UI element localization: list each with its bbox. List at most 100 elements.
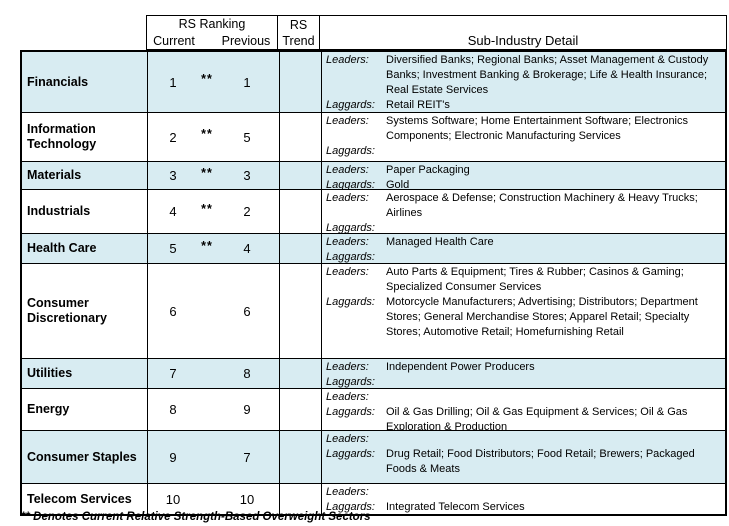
rs-ranking-cell: 4 ** 2 <box>148 190 280 233</box>
leaders-label: Leaders: <box>326 266 369 278</box>
laggards-text <box>386 250 723 263</box>
rs-trend-cell <box>280 359 322 388</box>
laggards-label: Laggards: <box>326 501 375 513</box>
stars-column-spacer <box>201 34 215 48</box>
rank-current: 9 <box>169 449 177 465</box>
sub-industry-detail-header: Sub-Industry Detail <box>320 15 727 50</box>
table-row-information-technology: Information Technology 2 ** 5 Leaders: S… <box>22 113 725 162</box>
rs-ranking-cell: 5 ** 4 <box>148 234 280 263</box>
laggards-text <box>386 375 723 388</box>
rs-trend-header-line2: Trend <box>282 34 315 48</box>
laggards-label: Laggards: <box>326 99 375 111</box>
rank-previous: 2 <box>243 204 251 219</box>
table-row-utilities: Utilities 7 8 Leaders: Independent Power… <box>22 359 725 389</box>
table-row-consumer-discretionary: Consumer Discretionary 6 6 Leaders: Auto… <box>22 264 725 359</box>
rs-ranking-cell: 3 ** 3 <box>148 162 280 189</box>
laggards-text <box>386 144 723 159</box>
sub-industry-cell: Leaders: Diversified Banks; Regional Ban… <box>322 52 725 112</box>
leaders-text: Managed Health Care <box>386 236 494 248</box>
rank-previous: 7 <box>243 449 251 465</box>
leaders-label: Leaders: <box>326 391 369 403</box>
overweight-stars: ** <box>201 201 213 216</box>
sector-name: Information Technology <box>22 113 148 161</box>
rs-trend-cell <box>280 484 322 514</box>
sector-name: Utilities <box>22 359 148 388</box>
rs-trend-cell <box>280 190 322 233</box>
rank-previous: 9 <box>243 402 251 417</box>
sector-ranking-table: Financials 1 ** 1 Leaders: Diversified B… <box>20 50 727 516</box>
leaders-label: Leaders: <box>326 486 369 498</box>
leaders-text: Aerospace & Defense; Construction Machin… <box>386 192 698 219</box>
rs-ranking-cell: 1 ** 1 <box>148 52 280 112</box>
overweight-stars: ** <box>201 238 213 253</box>
rs-trend-header: RS Trend <box>278 15 320 50</box>
laggards-label: Laggards: <box>326 448 375 460</box>
table-header: RS Ranking Current Previous RS Trend Sub… <box>146 15 727 50</box>
table-row-energy: Energy 8 9 Leaders: Laggards: Oil & Gas … <box>22 389 725 431</box>
sub-industry-cell: Leaders: Independent Power Producers Lag… <box>322 359 725 388</box>
table-row-health-care: Health Care 5 ** 4 Leaders: Managed Heal… <box>22 234 725 264</box>
leaders-text <box>386 485 723 500</box>
laggards-text <box>386 221 723 233</box>
rs-trend-cell <box>280 162 322 189</box>
table-row-financials: Financials 1 ** 1 Leaders: Diversified B… <box>22 52 725 113</box>
leaders-text: Independent Power Producers <box>386 361 535 373</box>
sector-name: Energy <box>22 389 148 430</box>
laggards-text: Gold <box>386 179 410 189</box>
sector-name: Consumer Discretionary <box>22 264 148 358</box>
rank-previous: 1 <box>243 74 251 90</box>
current-column-header: Current <box>153 34 195 48</box>
rank-previous: 6 <box>243 303 251 319</box>
leaders-label: Leaders: <box>326 361 369 373</box>
rank-current: 6 <box>169 303 177 319</box>
sector-name: Consumer Staples <box>22 431 148 483</box>
rs-trend-cell <box>280 389 322 430</box>
rank-previous: 5 <box>243 129 251 145</box>
previous-column-header: Previous <box>221 34 271 48</box>
leaders-label: Leaders: <box>326 236 369 248</box>
sector-name: Industrials <box>22 190 148 233</box>
rs-ranking-cell: 6 6 <box>148 264 280 358</box>
leaders-text <box>386 390 723 405</box>
sector-name: Telecom Services <box>22 484 148 514</box>
rank-current: 2 <box>169 129 177 145</box>
rank-current: 1 <box>169 74 177 90</box>
leaders-text: Diversified Banks; Regional Banks; Asset… <box>386 54 709 96</box>
rank-previous: 3 <box>243 168 251 183</box>
rs-ranking-cell: 9 7 <box>148 431 280 483</box>
rs-ranking-cell: 8 9 <box>148 389 280 430</box>
leaders-text <box>386 432 723 447</box>
sub-industry-cell: Leaders: Managed Health Care Laggards: <box>322 234 725 263</box>
leaders-label: Leaders: <box>326 433 369 445</box>
rs-ranking-cell: 7 8 <box>148 359 280 388</box>
rank-current: 10 <box>165 491 181 507</box>
rs-ranking-title: RS Ranking <box>178 17 246 31</box>
overweight-stars: ** <box>201 72 213 86</box>
sub-industry-cell: Leaders: Paper Packaging Laggards: Gold <box>322 162 725 189</box>
rs-trend-cell <box>280 431 322 483</box>
laggards-label: Laggards: <box>326 145 375 157</box>
leaders-text: Paper Packaging <box>386 164 470 176</box>
rank-previous: 4 <box>243 241 251 256</box>
laggards-label: Laggards: <box>326 251 375 263</box>
rank-current: 5 <box>169 241 177 256</box>
rs-trend-cell <box>280 52 322 112</box>
rank-previous: 10 <box>239 491 255 507</box>
table-row-telecom-services: Telecom Services 10 10 Leaders: Laggards… <box>22 484 725 514</box>
laggards-label: Laggards: <box>326 296 375 308</box>
rank-current: 8 <box>169 402 177 417</box>
laggards-text: Integrated Telecom Services <box>386 501 525 513</box>
laggards-label: Laggards: <box>326 222 375 233</box>
sub-industry-cell: Leaders: Auto Parts & Equipment; Tires &… <box>322 264 725 358</box>
rs-trend-cell <box>280 234 322 263</box>
rs-trend-cell <box>280 113 322 161</box>
table-row-materials: Materials 3 ** 3 Leaders: Paper Packagin… <box>22 162 725 190</box>
rs-trend-header-line1: RS <box>289 18 308 32</box>
leaders-label: Leaders: <box>326 115 369 127</box>
table-row-consumer-staples: Consumer Staples 9 7 Leaders: Laggards: … <box>22 431 725 484</box>
overweight-stars: ** <box>201 165 213 180</box>
laggards-label: Laggards: <box>326 406 375 418</box>
sub-industry-cell: Leaders: Laggards: Oil & Gas Drilling; O… <box>322 389 725 430</box>
laggards-text: Retail REIT's <box>386 99 450 111</box>
sub-industry-cell: Leaders: Systems Software; Home Entertai… <box>322 113 725 161</box>
